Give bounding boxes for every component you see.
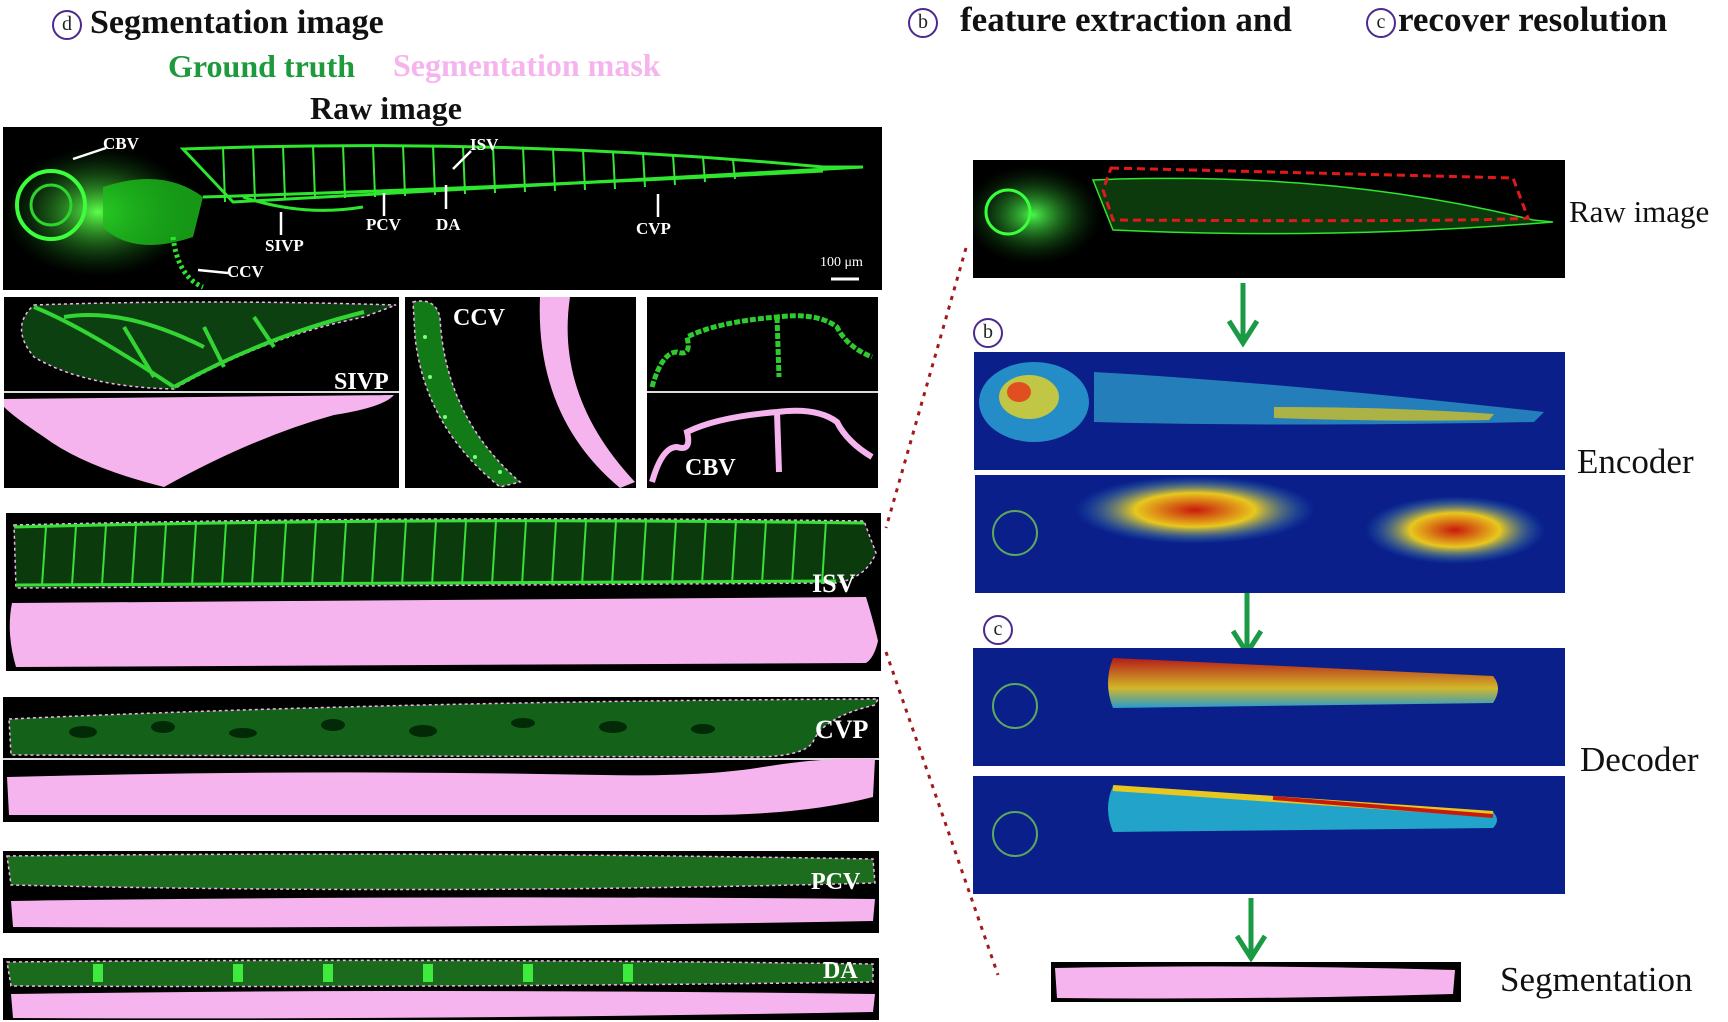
- da-image: [6, 959, 875, 1019]
- arrow-down-icon-3: [1234, 898, 1268, 963]
- right-title-c-text: recover resolution: [1398, 0, 1668, 39]
- pipeline-step-c-icon: c: [983, 615, 1013, 645]
- right-title-c: c recover resolution: [1366, 0, 1667, 40]
- scale-bar-label: 100 μm: [820, 255, 863, 270]
- pipeline-raw-image: [973, 160, 1565, 278]
- decoder-label: Decoder: [1580, 740, 1699, 779]
- arrow-down-icon: [1226, 283, 1260, 348]
- right-title: b feature extraction and: [908, 0, 1292, 40]
- pipeline-step-b-icon: b: [973, 318, 1003, 348]
- isv-label: ISV: [812, 569, 856, 598]
- sivp-label: SIVP: [334, 369, 389, 395]
- encoder-map-1: [974, 352, 1565, 470]
- connector-lines: [884, 247, 1000, 976]
- left-title-text: Segmentation image: [90, 4, 384, 41]
- pcv-image: [6, 853, 876, 928]
- ccv-image: [412, 297, 635, 488]
- raw-label-sivp: SIVP: [265, 236, 304, 255]
- raw-image-panel: CBV ISV SIVP PCV DA CVP CCV 100 μm: [3, 127, 882, 290]
- legend-ground-truth: Ground truth: [168, 48, 356, 84]
- segmentation-mask-image: [1055, 966, 1455, 999]
- raw-label-ccv: CCV: [227, 262, 264, 281]
- legend-segmentation-mask: Segmentation mask: [393, 47, 661, 83]
- label-b-icon: b: [908, 7, 938, 38]
- label-c-icon: c: [1366, 7, 1396, 38]
- cvp-image: [3, 698, 879, 815]
- ccv-panel: CCV: [405, 297, 636, 488]
- pcv-label: PCV: [811, 869, 861, 895]
- raw-image-title: Raw image: [310, 90, 462, 126]
- pcv-panel: PCV: [3, 851, 879, 933]
- decoder-heatmap-1: [992, 658, 1498, 729]
- da-panel: DA: [3, 958, 879, 1020]
- cbv-image: [647, 313, 878, 483]
- raw-label-isv: ISV: [470, 135, 499, 154]
- segmentation-output: [1051, 962, 1461, 1002]
- isv-panel: ISV: [6, 513, 881, 671]
- sivp-image: [4, 301, 399, 487]
- decoder-heatmap-2: [992, 785, 1497, 857]
- encoder-heatmap-1: [979, 362, 1544, 442]
- encoder-map-2: [975, 475, 1565, 593]
- sivp-panel: SIVP: [4, 297, 399, 488]
- segmentation-label: Segmentation: [1500, 960, 1693, 999]
- label-d-icon: d: [52, 10, 82, 41]
- raw-label-cvp: CVP: [636, 219, 671, 238]
- isv-image: [9, 518, 878, 667]
- raw-label-da: DA: [436, 215, 461, 234]
- raw-fish-image: [3, 144, 864, 290]
- cbv-label: CBV: [685, 455, 736, 481]
- right-title-b-text: feature extraction and: [960, 0, 1292, 39]
- decoder-map-1: [973, 648, 1565, 766]
- cvp-panel: CVP: [3, 697, 879, 822]
- raw-label-pcv: PCV: [366, 215, 401, 234]
- pipeline-raw-fish: [973, 165, 1554, 265]
- da-label: DA: [823, 958, 858, 984]
- left-title: d Segmentation image: [52, 4, 384, 42]
- encoder-label: Encoder: [1577, 442, 1694, 481]
- cvp-label: CVP: [815, 715, 869, 744]
- encoder-heatmap-2: [992, 476, 1545, 564]
- raw-label-cbv: CBV: [103, 134, 139, 153]
- cbv-panel: CBV: [647, 297, 878, 488]
- decoder-map-2: [973, 776, 1565, 894]
- pipeline-raw-label: Raw image: [1569, 194, 1710, 229]
- ccv-label: CCV: [453, 305, 505, 331]
